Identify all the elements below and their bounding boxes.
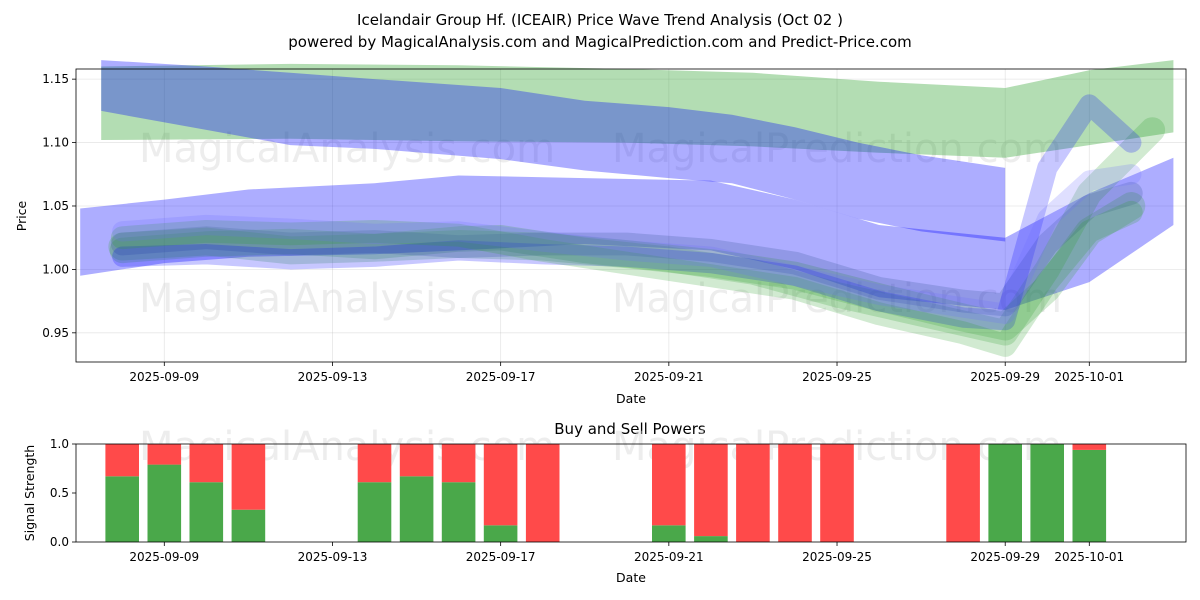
band-2 [101,60,1006,242]
sell-bar [736,444,770,542]
sell-bar [357,444,392,483]
sell-bar [946,444,980,542]
sell-bar [399,444,434,477]
signal-x-tick-label: 2025-09-13 [298,550,368,564]
price-y-ticks: 0.95 1.00 1.05 1.10 1.15 [42,72,76,340]
watermark-2: MagicalPrediction.com [612,126,1062,172]
price-watermarks: MagicalAnalysis.com MagicalPrediction.co… [139,126,1062,322]
signal-x-tick-label: 2025-09-29 [970,550,1040,564]
price-x-tick-label: 2025-09-17 [466,370,536,384]
sell-bar [525,444,560,542]
price-wave-panel: MagicalAnalysis.com MagicalPrediction.co… [14,60,1187,406]
chart-subtitle: powered by MagicalAnalysis.com and Magic… [288,33,912,51]
buy-bar [652,525,686,542]
buy-bar [441,482,476,542]
signal-x-tick-label: 2025-09-09 [129,550,199,564]
watermark-3: MagicalAnalysis.com [139,276,555,322]
sell-bar [105,444,139,477]
price-x-tick-label: 2025-09-09 [129,370,199,384]
price-wave-lines [108,94,1166,357]
signal-x-tick-label: 2025-09-17 [466,550,536,564]
signal-x-tick-label: 2025-09-25 [802,550,872,564]
wave-line-5 [110,200,1143,357]
wave-line-6 [112,164,1142,324]
price-x-tick-label: 2025-09-25 [802,370,872,384]
wave-line-1 [108,192,1146,341]
watermark-4: MagicalPrediction.com [612,276,1062,322]
price-y-tick-label: 0.95 [42,326,69,340]
sell-bar [778,444,812,542]
sell-bar [441,444,476,483]
price-x-tick-label: 2025-10-01 [1054,370,1124,384]
sell-bar [1072,444,1107,450]
buy-bar [483,525,518,542]
signal-x-tick-label: 2025-10-01 [1054,550,1124,564]
signal-y-label: Signal Strength [22,445,37,541]
buy-bar [189,482,224,542]
buy-bar [694,536,728,542]
price-y-tick-label: 1.05 [42,199,69,213]
price-y-tick-label: 1.10 [42,136,69,150]
chart-title: Icelandair Group Hf. (ICEAIR) Price Wave… [357,11,843,29]
sell-bar [820,444,854,542]
buy-bar [1072,449,1107,542]
signal-x-tick-label: 2025-09-21 [634,550,704,564]
buy-bar [399,476,434,542]
sell-bar [483,444,518,526]
signal-title: Buy and Sell Powers [554,420,706,438]
wave-line-2 [109,117,1166,346]
buy-bar [231,509,266,542]
sell-bar [147,444,182,465]
price-y-tick-label: 1.00 [42,262,69,276]
price-x-ticks: 2025-09-09 2025-09-13 2025-09-17 2025-09-21… [129,362,1124,384]
signal-x-ticks: 2025-09-09 2025-09-13 2025-09-17 2025-09-21… [129,542,1124,564]
price-x-tick-label: 2025-09-21 [634,370,704,384]
signal-y-ticks: 0.0 0.5 1.0 [50,437,76,549]
sell-bar [652,444,686,526]
band-1 [101,60,1174,158]
buy-bar [357,482,392,542]
price-grid [76,69,1186,362]
buy-bar [988,444,1022,542]
wave-line-3 [110,181,1143,317]
sell-bar [694,444,728,537]
buy-bar [1030,444,1064,542]
price-bands [80,60,1174,310]
band-3 [80,157,1174,310]
price-plot-frame [75,68,1187,363]
signal-bars [105,444,1107,542]
sell-bar [231,444,266,510]
buy-bar [105,476,139,542]
signal-panel: Buy and Sell Powers MagicalAnalysis.com … [22,420,1187,585]
signal-y-tick-label: 0.5 [50,486,69,500]
price-x-label: Date [616,391,646,406]
price-x-tick-label: 2025-09-29 [970,370,1040,384]
signal-y-tick-label: 1.0 [50,437,69,451]
price-x-tick-label: 2025-09-13 [298,370,368,384]
sell-bar [189,444,224,483]
wave-line-4 [112,94,1142,331]
signal-y-tick-label: 0.0 [50,535,69,549]
price-y-tick-label: 1.15 [42,72,69,86]
price-y-label: Price [14,200,29,231]
signal-x-label: Date [616,570,646,585]
watermark-1: MagicalAnalysis.com [139,126,555,172]
buy-bar [147,464,182,542]
